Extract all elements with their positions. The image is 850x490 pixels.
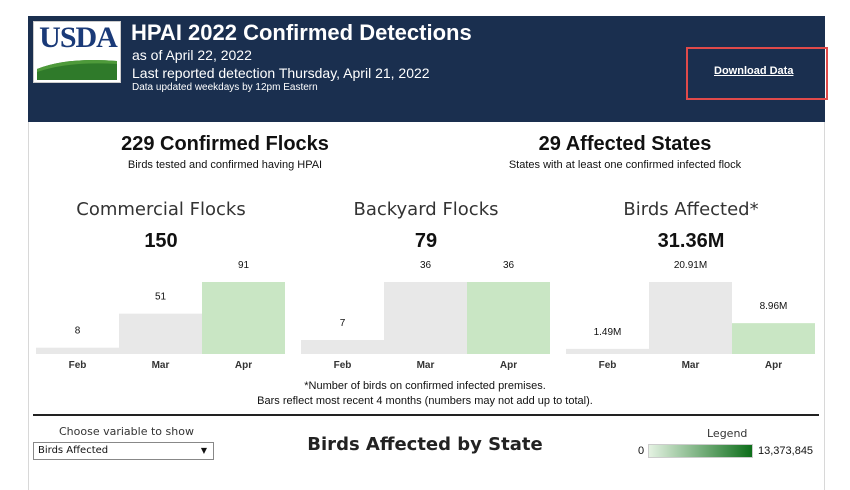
- section-divider: [33, 414, 819, 416]
- dropdown-arrow-icon: ▼: [200, 446, 207, 455]
- confirmed-flocks-headline: 229 Confirmed Flocks: [121, 133, 329, 155]
- map-title: Birds Affected by State: [307, 434, 543, 455]
- legend-title: Legend: [707, 427, 748, 440]
- footnote-birds: *Number of birds on confirmed infected p…: [304, 380, 546, 392]
- birds-affected-total: 31.36M: [657, 230, 725, 252]
- bar-charts: 8 Feb 51 Mar 91 Apr 7 Feb 36 Mar 36 Apr 1.49M Feb 20.9…: [36, 260, 815, 371]
- commercial-value-label-mar: 51: [155, 292, 167, 303]
- download-highlight-box: [686, 47, 828, 100]
- footnote-months: Bars reflect most recent 4 months (numbe…: [257, 395, 593, 407]
- download-data-link[interactable]: Download Data: [714, 65, 794, 77]
- commercial-value-label-apr: 91: [238, 260, 250, 271]
- confirmed-flocks-subtitle: Birds tested and confirmed having HPAI: [127, 159, 323, 171]
- backyard-category-label-apr: Apr: [500, 360, 517, 371]
- birds-bar-feb[interactable]: [566, 348, 649, 354]
- birds-category-label-mar: Mar: [682, 360, 700, 371]
- as-of-date: as of April 22, 2022: [132, 47, 252, 63]
- commercial-bar-mar[interactable]: [119, 313, 202, 354]
- birds-bar-apr[interactable]: [732, 323, 815, 354]
- affected-states-subtitle: States with at least one confirmed infec…: [508, 159, 742, 171]
- birds-affected-title: Birds Affected*: [623, 199, 759, 220]
- backyard-bar-mar[interactable]: [384, 282, 467, 354]
- birds-value-label-mar: 20.91M: [674, 260, 707, 271]
- variable-select[interactable]: Birds Affected ▼: [33, 442, 214, 460]
- commercial-category-label-feb: Feb: [69, 360, 87, 371]
- birds-value-label-apr: 8.96M: [760, 301, 788, 312]
- commercial-bar-apr[interactable]: [202, 282, 285, 354]
- page-title: HPAI 2022 Confirmed Detections: [131, 20, 472, 45]
- last-detection: Last reported detection Thursday, April …: [132, 65, 430, 81]
- birds-value-label-feb: 1.49M: [594, 327, 622, 338]
- backyard-category-label-mar: Mar: [417, 360, 435, 371]
- commercial-flocks-total: 150: [144, 230, 178, 252]
- birds-category-label-apr: Apr: [765, 360, 782, 371]
- backyard-bar-apr[interactable]: [467, 282, 550, 354]
- commercial-category-label-apr: Apr: [235, 360, 252, 371]
- commercial-value-label-feb: 8: [75, 326, 81, 337]
- backyard-bar-feb[interactable]: [301, 340, 384, 354]
- update-note: Data updated weekdays by 12pm Eastern: [132, 82, 318, 93]
- birds-bar-mar[interactable]: [649, 282, 732, 354]
- backyard-category-label-feb: Feb: [334, 360, 352, 371]
- legend-min: 0: [638, 445, 645, 457]
- backyard-flocks-total: 79: [414, 230, 438, 252]
- commercial-flocks-title: Commercial Flocks: [76, 199, 246, 220]
- usda-logo: USDA: [33, 21, 121, 83]
- legend-max: 13,373,845: [758, 445, 814, 457]
- affected-states-headline: 29 Affected States: [538, 133, 712, 155]
- choose-variable-label: Choose variable to show: [59, 425, 194, 438]
- backyard-value-label-feb: 7: [340, 318, 346, 329]
- legend-gradient: [648, 444, 753, 458]
- usda-logo-text: USDA: [39, 21, 118, 54]
- commercial-category-label-mar: Mar: [152, 360, 170, 371]
- commercial-bar-feb[interactable]: [36, 347, 119, 354]
- field-icon: [37, 60, 117, 80]
- backyard-value-label-apr: 36: [503, 260, 515, 271]
- backyard-value-label-mar: 36: [420, 260, 432, 271]
- variable-select-value: Birds Affected: [38, 445, 109, 456]
- birds-category-label-feb: Feb: [599, 360, 617, 371]
- header-banner: [28, 16, 825, 122]
- backyard-flocks-title: Backyard Flocks: [353, 199, 499, 220]
